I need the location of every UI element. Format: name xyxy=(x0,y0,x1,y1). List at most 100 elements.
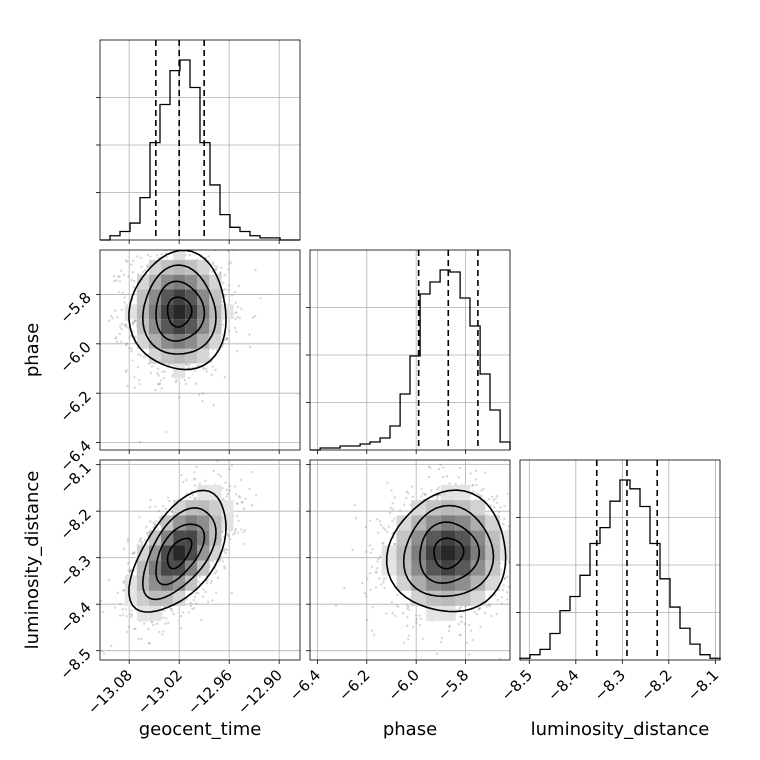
sample-point xyxy=(158,523,162,526)
sample-point xyxy=(427,475,431,479)
sample-point xyxy=(124,259,128,262)
sample-point xyxy=(506,590,509,594)
sample-point xyxy=(411,495,415,499)
sample-point xyxy=(244,497,247,500)
sample-point xyxy=(126,384,129,387)
sample-point xyxy=(482,487,485,491)
sample-point xyxy=(131,259,135,263)
sample-point xyxy=(393,517,396,520)
sample-point xyxy=(113,279,116,283)
sample-point xyxy=(507,585,510,589)
sample-point xyxy=(223,548,227,551)
sample-point xyxy=(174,380,177,384)
sample-point xyxy=(211,560,215,563)
density-cell xyxy=(161,274,174,290)
sample-point xyxy=(458,634,461,637)
x-tick-label: −8.4 xyxy=(544,666,582,704)
sample-point xyxy=(140,540,144,544)
sample-point xyxy=(393,614,397,617)
sample-point xyxy=(236,315,239,319)
sample-point xyxy=(211,263,214,266)
density-cell xyxy=(173,304,186,320)
sample-point xyxy=(153,522,157,526)
sample-point xyxy=(375,567,379,570)
y-tick-label: −6.2 xyxy=(56,387,94,425)
sample-point xyxy=(457,476,460,479)
sample-point xyxy=(259,297,262,300)
sample-point xyxy=(193,471,196,474)
sample-point xyxy=(250,503,254,507)
sample-point xyxy=(155,622,159,625)
sample-point xyxy=(364,595,368,598)
sample-point xyxy=(248,345,252,349)
sample-point xyxy=(219,272,222,275)
sample-point xyxy=(254,494,258,497)
sample-point xyxy=(354,517,358,520)
sample-point xyxy=(391,531,394,535)
sample-point xyxy=(490,614,493,618)
sample-point xyxy=(109,644,113,648)
x-tick-label: −6.2 xyxy=(335,666,373,704)
sample-point xyxy=(180,473,183,477)
axes-frame xyxy=(309,459,511,661)
sample-point xyxy=(215,569,218,573)
sample-point xyxy=(363,591,366,595)
sample-point xyxy=(125,343,128,347)
sample-point xyxy=(124,608,127,611)
density-cell xyxy=(148,560,162,576)
sample-point xyxy=(204,479,207,483)
sample-point xyxy=(114,337,117,340)
sample-point xyxy=(501,588,504,591)
sample-point xyxy=(139,538,142,541)
sample-point xyxy=(145,543,149,546)
sample-point xyxy=(469,472,472,475)
x-tick-label: −6.0 xyxy=(385,666,423,704)
x-tick-label: −8.1 xyxy=(684,666,722,704)
sample-point xyxy=(527,591,529,593)
sample-point xyxy=(152,521,155,524)
sample-point xyxy=(111,317,114,320)
sample-point xyxy=(379,523,383,527)
sample-point xyxy=(439,463,442,466)
sample-point xyxy=(477,493,481,496)
density-cell xyxy=(136,605,149,622)
sample-point xyxy=(210,373,213,377)
sample-point xyxy=(107,319,111,323)
sample-point xyxy=(521,542,523,544)
sample-point xyxy=(133,376,136,379)
sample-point xyxy=(180,627,183,630)
sample-point xyxy=(497,511,501,514)
density-cell xyxy=(426,530,441,546)
sample-point xyxy=(542,536,544,538)
sample-point xyxy=(370,565,373,569)
density-cell xyxy=(185,515,198,531)
density-cell xyxy=(455,575,471,591)
sample-point xyxy=(231,294,234,297)
sample-point xyxy=(228,489,231,492)
sample-point xyxy=(435,495,439,498)
sample-point xyxy=(165,245,167,247)
sample-point xyxy=(130,350,133,353)
sample-point xyxy=(118,280,122,283)
sample-point xyxy=(223,375,227,379)
sample-point xyxy=(499,568,503,571)
sample-point xyxy=(152,623,155,627)
sample-point xyxy=(212,261,215,264)
sample-point xyxy=(418,623,421,627)
sample-point xyxy=(97,595,99,597)
x-tick-label: −13.02 xyxy=(134,666,186,718)
sample-point xyxy=(161,633,164,636)
density-cell xyxy=(470,560,486,576)
axes-frame xyxy=(99,249,301,451)
sample-point xyxy=(496,598,499,602)
sample-point xyxy=(234,317,237,321)
sample-point xyxy=(430,489,433,492)
sample-point xyxy=(233,532,236,535)
sample-point xyxy=(131,359,134,362)
density-cell xyxy=(197,319,210,334)
sample-point xyxy=(503,504,506,508)
sample-point xyxy=(406,607,409,610)
density-cell xyxy=(136,590,149,606)
sample-point xyxy=(165,256,168,259)
x-axis-label: luminosity_distance xyxy=(531,719,710,740)
